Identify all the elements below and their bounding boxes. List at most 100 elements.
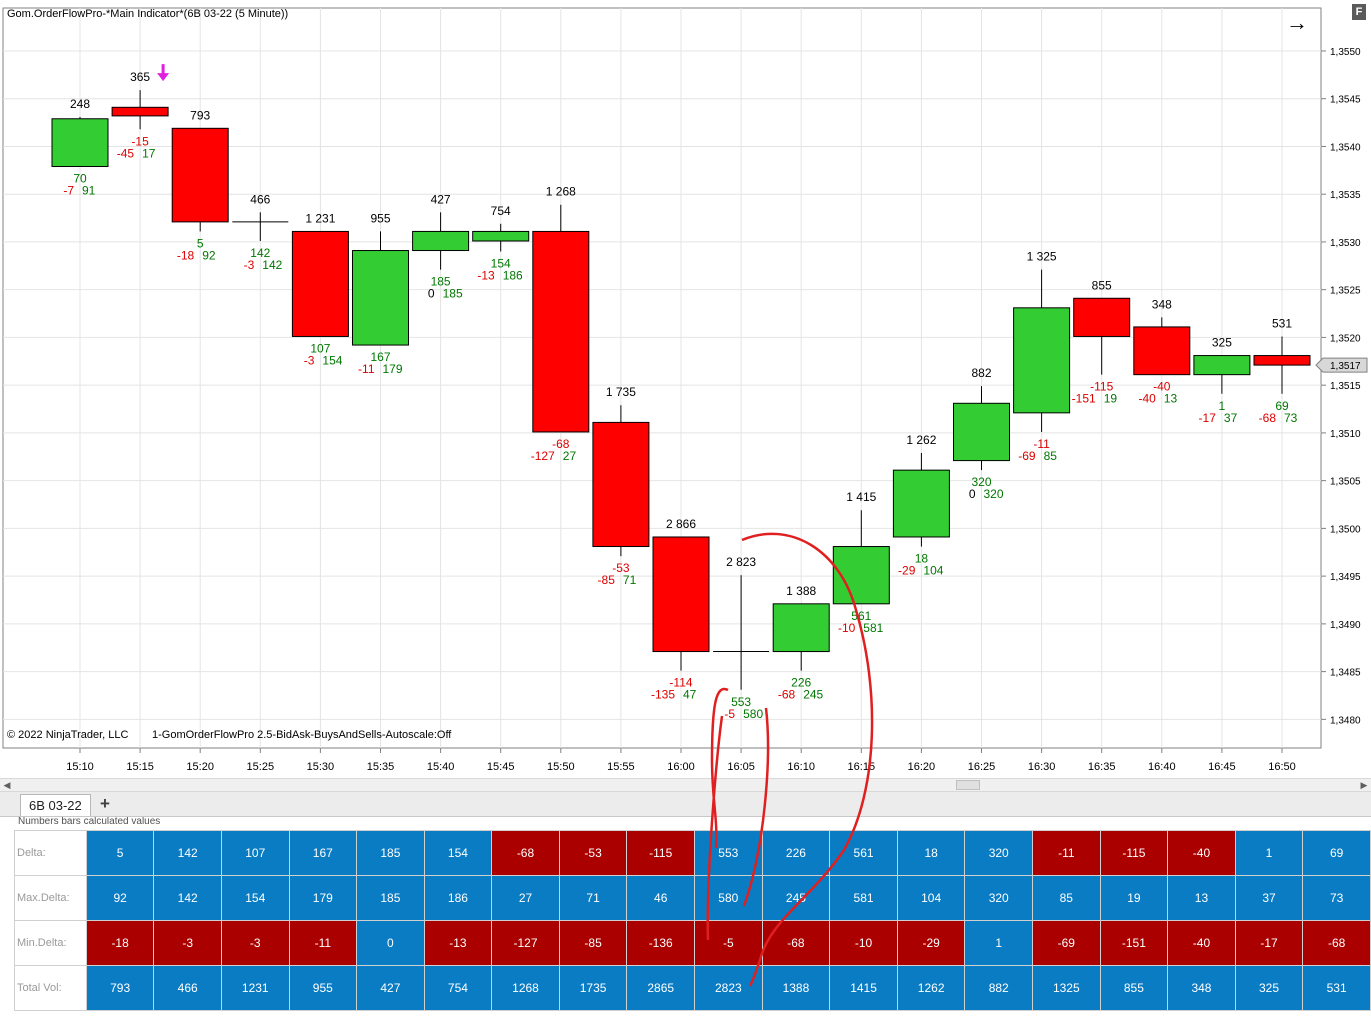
- candle-min-delta-label: -45: [117, 146, 135, 160]
- scroll-right-icon[interactable]: ▶: [1360, 780, 1368, 790]
- panel-cell: 73: [1302, 875, 1371, 921]
- panel-cell: 69: [1302, 830, 1371, 876]
- time-label: 16:35: [1088, 761, 1116, 773]
- candle-volume-label: 754: [491, 204, 511, 218]
- candle-max-delta-label: 73: [1284, 411, 1298, 425]
- horizontal-scrollbar[interactable]: ◀ ▶: [0, 778, 1371, 792]
- tab-bar: 6B 03-22 +: [0, 792, 1371, 817]
- panel-cell: 1415: [829, 965, 898, 1011]
- candle-max-delta-label: 37: [1224, 411, 1238, 425]
- panel-cell: -18: [85, 920, 155, 966]
- panel-cell: -69: [1032, 920, 1101, 966]
- panel-cell: 1: [964, 920, 1033, 966]
- price-label: 1,3505: [1330, 477, 1361, 488]
- candle-volume-label: 2 866: [666, 517, 696, 531]
- candle-body: [111, 106, 169, 117]
- candle-delta-label: 70: [73, 172, 87, 186]
- candle-min-delta-label: -10: [838, 621, 856, 635]
- panel-cell: 320: [964, 830, 1033, 876]
- candle-body: [1133, 326, 1191, 376]
- panel-cell: 104: [896, 875, 966, 921]
- values-table: Delta: 5 142 107 167 185 154 -68 -53 -115 553 226 56…: [14, 830, 1371, 1011]
- down-arrow-icon: [157, 73, 170, 82]
- price-chart[interactable]: 1,3550 1,3545 1,3540 1,3535 1,3530 1,3525 1,35…: [0, 0, 1371, 780]
- candle-delta-label: -11: [1033, 437, 1050, 451]
- panel-cell: -3: [153, 920, 222, 966]
- time-label: 15:15: [126, 761, 154, 773]
- candle-volume-label: 466: [250, 192, 270, 206]
- time-label: 16:00: [667, 761, 695, 773]
- time-label: 15:45: [487, 761, 515, 773]
- panel-cell: 553: [694, 830, 763, 876]
- candle-delta-label: 154: [491, 256, 511, 270]
- scroll-left-icon[interactable]: ◀: [3, 780, 11, 790]
- candle-volume-label: 1 415: [846, 490, 876, 504]
- candle-delta-label: 185: [431, 275, 451, 289]
- candle-min-delta-label: -69: [1018, 449, 1036, 463]
- candle-max-delta-label: 154: [322, 353, 342, 367]
- candle-min-delta-label: -3: [304, 353, 315, 367]
- panel-row: Total Vol: 793 466 1231 955 427 754 1268 1735 286…: [14, 965, 1371, 1011]
- panel-title: Numbers bars calculated values: [18, 817, 161, 826]
- time-label: 16:30: [1028, 761, 1056, 773]
- candle-body: [892, 469, 950, 538]
- candle-delta-label: -115: [1090, 380, 1113, 394]
- price-label: 1,3485: [1330, 668, 1361, 679]
- candle-min-delta-label: 0: [428, 287, 435, 301]
- panel-cell: 320: [964, 875, 1033, 921]
- price-label: 1,3550: [1330, 47, 1361, 58]
- candle-volume-label: 1 231: [305, 211, 335, 225]
- candle-max-delta-label: 142: [262, 258, 282, 272]
- panel-cell: -40: [1167, 830, 1236, 876]
- current-price-label: 1,3517: [1330, 361, 1361, 372]
- add-tab-button[interactable]: +: [100, 794, 110, 813]
- candle-max-delta-label: 91: [82, 184, 96, 198]
- panel-cell: 226: [761, 830, 831, 876]
- panel-cell: 561: [829, 830, 898, 876]
- candle-max-delta-label: 17: [142, 146, 156, 160]
- scroll-thumb[interactable]: [956, 780, 980, 790]
- candle-max-delta-label: 580: [743, 707, 763, 721]
- panel-cell: 245: [761, 875, 831, 921]
- panel-cell: 185: [356, 830, 425, 876]
- candle-min-delta-label: -29: [898, 564, 916, 578]
- panel-row-label: Total Vol:: [14, 965, 87, 1011]
- panel-cell: -85: [558, 920, 628, 966]
- candle-min-delta-label: -3: [244, 258, 255, 272]
- candle-delta-label: -114: [669, 676, 692, 690]
- panel-cell: 19: [1099, 875, 1169, 921]
- arrow-right-icon[interactable]: →: [1286, 10, 1308, 35]
- time-label: 16:15: [848, 761, 876, 773]
- candle-max-delta-label: 47: [683, 688, 697, 702]
- time-label: 15:25: [247, 761, 275, 773]
- panel-cell: 85: [1032, 875, 1101, 921]
- chart-title: Gom.OrderFlowPro-*Main Indicator*(6B 03-…: [7, 8, 289, 20]
- panel-cell: 855: [1099, 965, 1169, 1011]
- corner-f-button[interactable]: F: [1352, 4, 1366, 20]
- candle-min-delta-label: 0: [969, 487, 976, 501]
- panel-cell: 154: [423, 830, 493, 876]
- chart-area[interactable]: 1,3550 1,3545 1,3540 1,3535 1,3530 1,3525 1,35…: [0, 0, 1371, 790]
- price-label: 1,3510: [1330, 429, 1361, 440]
- panel-cell: -115: [1099, 830, 1169, 876]
- candle-min-delta-label: -40: [1138, 392, 1156, 406]
- panel-cell: 179: [288, 875, 358, 921]
- tab-6b-03-22[interactable]: 6B 03-22: [20, 794, 91, 816]
- time-label: 15:40: [427, 761, 455, 773]
- candle-body: [472, 230, 530, 242]
- candle-volume-label: 1 262: [906, 433, 936, 447]
- time-label: 15:20: [186, 761, 214, 773]
- panel-cell: 37: [1234, 875, 1304, 921]
- candle-body: [291, 230, 349, 337]
- candle-min-delta-label: -135: [651, 688, 675, 702]
- time-label: 16:50: [1268, 761, 1296, 773]
- candle-min-delta-label: -151: [1072, 392, 1096, 406]
- panel-cell: 71: [558, 875, 628, 921]
- candle-volume-label: 1 325: [1027, 250, 1057, 264]
- candle-body: [652, 536, 710, 653]
- candle-volume-label: 348: [1152, 297, 1172, 311]
- price-label: 1,3530: [1330, 238, 1361, 249]
- panel-cell: 754: [423, 965, 493, 1011]
- panel-cell: -11: [288, 920, 358, 966]
- candle-delta-label: 1: [1219, 399, 1226, 413]
